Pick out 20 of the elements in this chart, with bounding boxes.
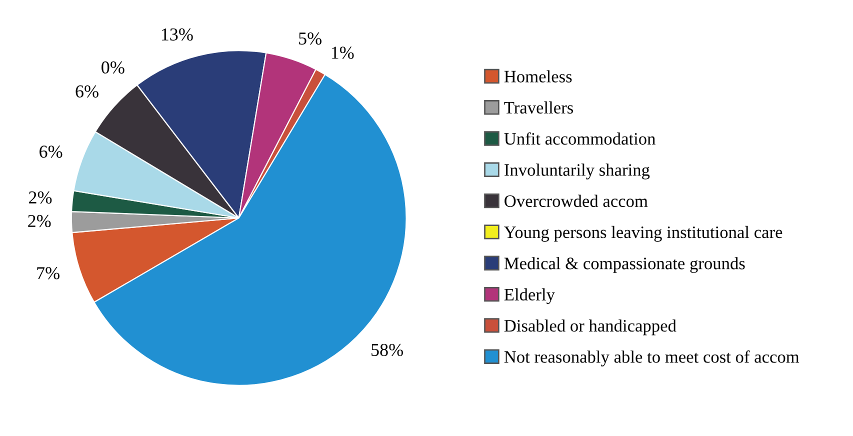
legend-label: Elderly — [504, 288, 555, 304]
data-label: 5% — [299, 32, 322, 45]
data-label: 6% — [76, 85, 98, 98]
data-label: 13% — [162, 28, 193, 41]
legend-label: Travellers — [504, 101, 574, 114]
data-label: 58% — [372, 344, 403, 356]
legend-label: Unfit accommodation — [504, 132, 656, 145]
legend-label: Medical & compassionate grounds — [504, 257, 745, 273]
legend-label: Homeless — [504, 70, 572, 82]
data-label: 1% — [332, 46, 354, 59]
data-label: 6% — [40, 146, 62, 158]
legend-label: Involuntarily sharing — [504, 164, 650, 180]
data-label: 2% — [29, 191, 52, 204]
legend-label: Not reasonably able to meet cost of accom — [504, 350, 800, 366]
legend-label: Disabled or handicapped — [504, 319, 676, 336]
legend-label: Young persons leaving institutional care — [504, 226, 782, 242]
data-label: 7% — [37, 267, 60, 280]
data-label: 2% — [28, 214, 51, 228]
text: 0% — [102, 61, 124, 74]
legend-label: Overcrowded accom — [504, 194, 648, 208]
